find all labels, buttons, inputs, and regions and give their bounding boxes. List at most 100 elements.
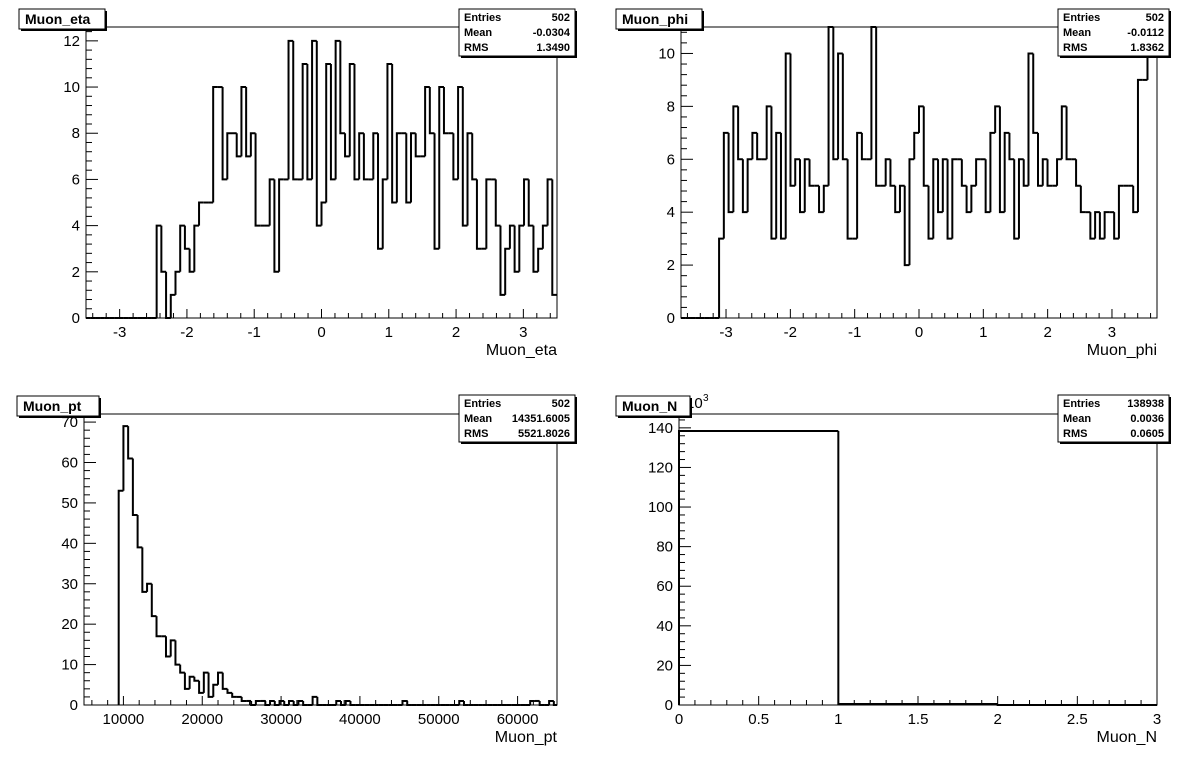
histogram-bin [198,201,204,226]
y-tick-label: 2 [72,264,80,281]
histogram-bin [1098,212,1105,240]
histogram-bin [996,704,1157,706]
histogram-bin [183,672,190,690]
histogram-bin [235,133,242,158]
y-scale-power: 3 [703,393,709,404]
histogram-bin [779,132,786,240]
stats-entries-label: Entries [1063,12,1100,24]
histogram-bin [889,159,896,187]
histogram-bin [529,699,535,705]
histogram-bin [292,700,299,706]
x-tick-label: 0 [675,711,683,728]
stats-mean-label: Mean [1063,413,1091,425]
histogram-bin [136,515,143,549]
x-tick-label: -3 [113,324,126,341]
histogram-bin [552,700,557,706]
y-tick-label: 120 [648,459,673,476]
histogram-bins [117,425,557,706]
stats-mean-value: -0.0304 [533,27,571,39]
histogram-bin [183,225,190,250]
y-tick-label: 8 [667,98,675,115]
x-tick-label: 2 [1043,324,1051,341]
histogram-bin [471,133,477,181]
histogram-bin [538,700,545,706]
histogram-bin [226,132,233,180]
histogram-bin [179,224,185,272]
histogram-bin [1113,212,1119,240]
histogram-bin [485,178,492,249]
x-tick-label: 0 [915,324,923,341]
x-tick-label: -2 [784,324,797,341]
histogram-bin [527,179,534,227]
x-tick-label: 1 [979,324,987,341]
histogram-title: Muon_eta [25,11,91,27]
histogram-bin [960,159,967,187]
histogram-pad-muon-pt: 10000 20000 30000 40000 50000 60000 0 10 20 30 40 5… [16,394,577,746]
histogram-bin [765,105,772,160]
y-tick-label: 10 [63,79,80,96]
histogram-bin [499,225,506,296]
histogram-bin [414,133,421,158]
histogram-bin [1060,105,1067,160]
histogram-bin [264,700,271,706]
histogram-bin [212,683,219,697]
histogram-bin [362,133,369,181]
histogram-bin [325,62,331,203]
x-tick-label: 0.5 [748,711,769,728]
stats-box: Entries 502 Mean -0.0112 RMS 1.8362 [1057,8,1171,58]
x-tick-label: 2.5 [1067,711,1088,728]
stats-mean-label: Mean [464,413,492,425]
histogram-bin [1065,106,1072,161]
histogram-bin [335,699,341,705]
histogram-bin [775,131,781,239]
stats-entries-label: Entries [1063,398,1100,410]
histogram-bin [494,179,501,227]
y-tick-label: 0 [72,310,80,327]
x-tick-label: 3 [519,324,527,341]
histogram-bin [941,158,948,213]
histogram-bin [287,699,294,705]
histogram-bin [377,133,383,250]
histogram-bin [287,39,294,180]
stats-box: Entries 138938 Mean 0.0036 RMS 0.0605 [1057,394,1171,444]
histogram-bin [770,106,777,240]
histogram-bin [466,132,473,226]
histogram-bin [461,87,468,227]
y-tick-label: 50 [61,495,78,512]
histogram-bin [245,87,251,158]
histogram-bin [391,63,397,204]
x-tick-label: 3 [1108,324,1116,341]
histogram-bin [428,87,435,135]
histogram-bin [789,53,796,187]
x-axis-title: Muon_eta [486,342,557,359]
histogram-bin [438,86,444,249]
x-tick-label: -3 [719,324,732,341]
x-axis-title: Muon_N [1097,729,1157,746]
histogram-bin [870,26,877,160]
y-tick-label: 4 [667,204,675,221]
histogram-bin [794,158,800,186]
histogram-bin [273,179,280,273]
y-tick-label: 0 [667,310,675,327]
histogram-bin [756,132,762,161]
histogram-bin [922,106,929,187]
histogram-bin [746,158,753,213]
histogram-bin [160,225,167,273]
histogram-bin [462,700,469,706]
histogram-bin [1046,159,1053,187]
histogram-bin [339,700,346,706]
stats-rms-value: 1.3490 [536,42,570,54]
histogram-bin [240,696,247,702]
histogram-bin [372,132,379,180]
histogram-bin [818,185,824,214]
histogram-bin [320,201,327,226]
histogram-bin [546,178,553,226]
stats-mean-label: Mean [1063,27,1091,39]
histogram-bin [989,131,996,213]
y-tick-label: 30 [61,576,78,593]
histogram-bin [1089,212,1096,240]
histogram-bin [165,271,171,319]
histogram-bin [249,132,256,157]
histogram-bin [179,664,185,674]
